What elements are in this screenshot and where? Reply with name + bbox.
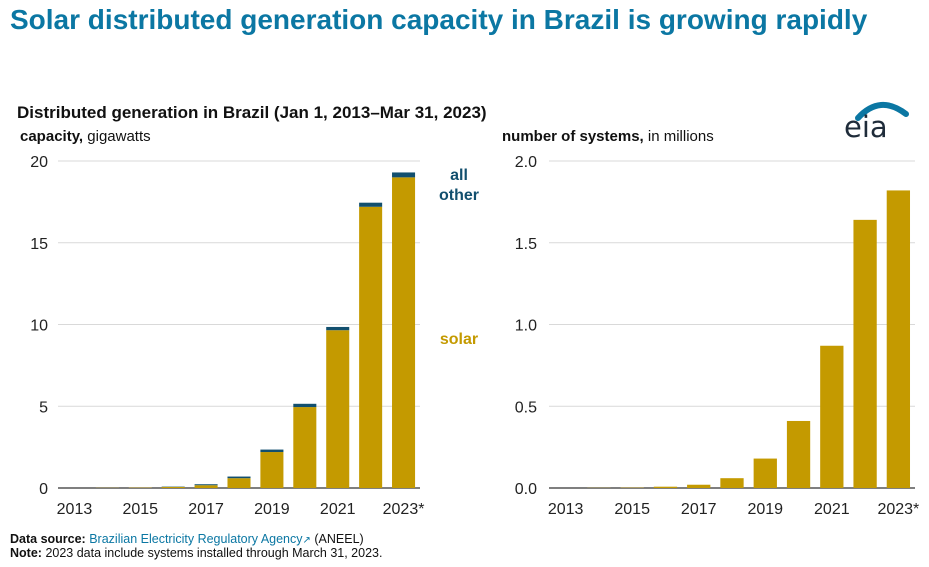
- capacity-y-tick-label: 10: [30, 318, 48, 335]
- capacity-bar-solar-2019: [260, 452, 284, 488]
- capacity-bar-all-other-2022: [359, 202, 383, 207]
- legend-solar: solar: [430, 331, 488, 349]
- capacity-bar-all-other-2018: [227, 476, 251, 479]
- eia-logo-arc-icon: [855, 102, 909, 121]
- capacity-y-tick-label: 0: [39, 481, 48, 498]
- eia-logo[interactable]: eia: [844, 100, 924, 148]
- data-source-link[interactable]: Brazilian Electricity Regulatory Agency: [89, 532, 303, 546]
- chart-subtitle: Distributed generation in Brazil (Jan 1,…: [17, 103, 487, 122]
- capacity-bar-solar-2017: [194, 485, 218, 488]
- capacity-bar-solar-2018: [227, 478, 251, 488]
- data-source-label: Data source:: [10, 532, 86, 546]
- right-y-axis-label: number of systems, in millions: [502, 128, 714, 145]
- legend-other-label: all other: [439, 167, 479, 204]
- left-y-axis-label: capacity, gigawatts: [20, 128, 151, 145]
- capacity-bar-solar-2023: [392, 177, 416, 488]
- note: Note: 2023 data include systems installe…: [10, 546, 382, 561]
- left-y-axis-label-rest: gigawatts: [87, 128, 151, 145]
- note-label: Note:: [10, 546, 42, 560]
- external-link-icon: ↗: [302, 535, 311, 546]
- capacity-x-tick-label: 2017: [188, 501, 224, 518]
- capacity-x-tick-label: 2019: [254, 501, 290, 518]
- legend-solar-label: solar: [439, 331, 479, 348]
- systems-x-tick-label: 2019: [747, 501, 783, 518]
- capacity-y-tick-label: 15: [30, 236, 48, 253]
- data-source: Data source: Brazilian Electricity Regul…: [10, 532, 364, 548]
- capacity-y-tick-label: 5: [39, 399, 48, 416]
- systems-bar-systems-2017: [687, 484, 711, 488]
- systems-x-tick-label: 2021: [814, 501, 850, 518]
- systems-x-tick-label: 2013: [548, 501, 584, 518]
- systems-y-tick-label: 0.5: [515, 399, 537, 416]
- data-source-suffix: (ANEEL): [314, 532, 364, 546]
- systems-bar-systems-2018: [720, 478, 744, 488]
- capacity-y-tick-label: 20: [30, 154, 48, 171]
- systems-x-tick-label: 2017: [681, 501, 717, 518]
- headline: Solar distributed generation capacity in…: [10, 4, 868, 35]
- capacity-chart: 0 5 10 15 20 2013 2015 2017 2019 2021 2023*: [30, 154, 425, 518]
- systems-bar-systems-2022: [853, 219, 877, 489]
- left-y-axis-label-bold: capacity,: [20, 128, 84, 145]
- capacity-bar-all-other-2021: [326, 326, 350, 331]
- systems-y-tick-label: 0.0: [515, 481, 537, 498]
- systems-x-tick-label: 2023*: [877, 501, 919, 518]
- systems-bar-systems-2020: [786, 420, 811, 488]
- capacity-bar-all-other-2019: [260, 449, 284, 453]
- note-text: 2023 data include systems installed thro…: [45, 546, 383, 560]
- capacity-bar-solar-2020: [293, 407, 317, 488]
- capacity-bar-solar-2022: [359, 206, 383, 488]
- systems-y-tick-label: 1.0: [515, 318, 537, 335]
- systems-chart: 0.0 0.5 1.0 1.5 2.0 2013 2015 2017 2019 2021 2023*: [515, 154, 920, 518]
- eia-logo-text: eia: [844, 110, 888, 144]
- capacity-bar-all-other-2017: [194, 484, 218, 486]
- capacity-bar-all-other-2023: [392, 172, 416, 178]
- capacity-bar-all-other-2020: [293, 403, 317, 408]
- systems-y-tick-label: 2.0: [515, 154, 537, 171]
- right-y-axis-label-bold: number of systems,: [502, 128, 644, 145]
- systems-x-tick-label: 2015: [614, 501, 650, 518]
- systems-bar-systems-2021: [820, 345, 844, 488]
- capacity-bar-solar-2021: [326, 330, 350, 488]
- legend-other: all other: [430, 166, 488, 206]
- capacity-x-tick-label: 2023*: [383, 501, 425, 518]
- capacity-x-tick-label: 2015: [122, 501, 158, 518]
- systems-bar-systems-2016: [653, 486, 678, 488]
- capacity-x-tick-label: 2021: [320, 501, 356, 518]
- systems-bar-systems-2023: [886, 190, 911, 488]
- systems-bar-systems-2019: [753, 458, 777, 488]
- systems-y-tick-label: 1.5: [515, 236, 537, 253]
- capacity-x-tick-label: 2013: [57, 501, 93, 518]
- capacity-bar-solar-2016: [161, 486, 185, 488]
- right-y-axis-label-rest: in millions: [647, 128, 714, 145]
